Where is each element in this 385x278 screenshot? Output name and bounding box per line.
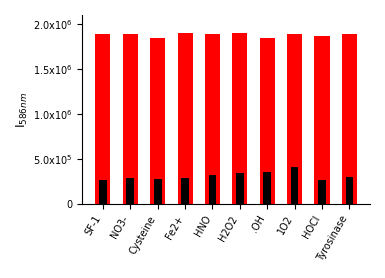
Bar (177, 33, 192, 204)
Bar (318, 180, 326, 204)
Bar (150, 38, 165, 204)
Y-axis label: I$_{586nm}$: I$_{586nm}$ (15, 91, 30, 128)
Bar (287, 34, 302, 204)
Bar (126, 178, 134, 204)
Bar (95, 34, 110, 204)
Bar (260, 38, 275, 204)
Bar (315, 36, 330, 204)
Bar (205, 34, 220, 204)
Bar (123, 34, 138, 204)
Bar (236, 173, 244, 204)
Bar (232, 33, 248, 204)
Bar (346, 177, 353, 204)
Bar (154, 179, 161, 204)
Bar (263, 172, 271, 204)
Bar (181, 178, 189, 204)
Bar (209, 175, 216, 204)
Bar (342, 34, 357, 204)
Bar (99, 180, 107, 204)
Bar (291, 167, 298, 204)
